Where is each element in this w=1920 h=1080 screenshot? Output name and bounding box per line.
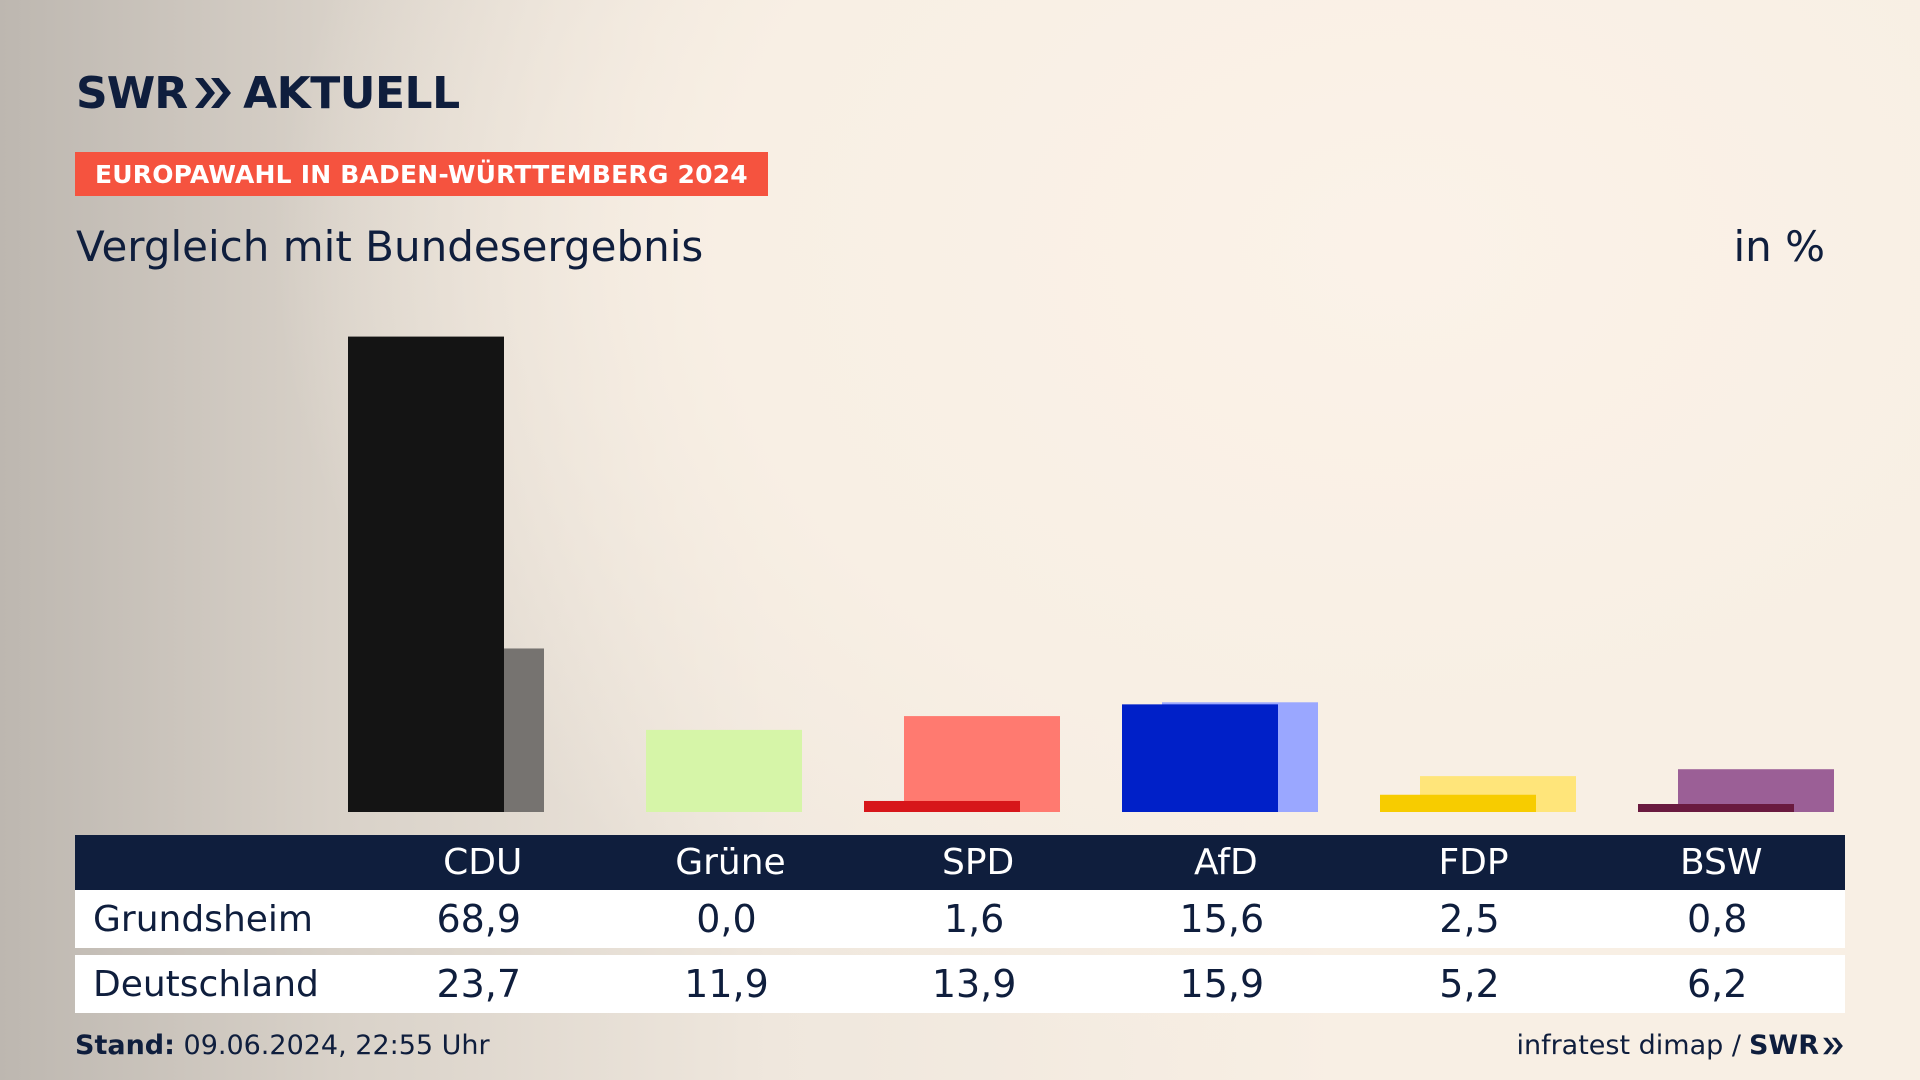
table-header: CDU Grüne SPD AfD FDP BSW (75, 835, 1845, 890)
swr-aktuell-logo: SWR AKTUELL (76, 67, 460, 119)
bar-grundsheim-afd (1122, 704, 1278, 812)
header-party: FDP (1438, 842, 1509, 883)
bar-grundsheim-bsw (1638, 804, 1794, 812)
header-party: SPD (942, 842, 1015, 883)
header-party: AfD (1193, 842, 1258, 883)
bar-grundsheim-spd (864, 800, 1020, 812)
bar-grundsheim-fdp (1380, 794, 1536, 812)
table-cell: 0,0 (696, 897, 757, 941)
table-row-deutschland: Deutschland 23,7 11,9 13,9 15,9 5,2 6,2 (75, 955, 1845, 1013)
row-label: Deutschland (93, 963, 319, 1005)
row-label: Grundsheim (93, 898, 313, 940)
source-credit: infratest dimap / SWR (1516, 1030, 1844, 1061)
table-cell: 6,2 (1686, 962, 1748, 1006)
election-badge: EUROPAWAHL IN BADEN-WÜRTTEMBERG 2024 (75, 152, 768, 196)
header-party: Grüne (675, 842, 786, 883)
table-cell: 2,5 (1439, 897, 1500, 941)
table-cell: 15,6 (1179, 897, 1265, 941)
header-party: CDU (443, 842, 523, 883)
logo-aktuell-text: AKTUELL (243, 67, 460, 119)
table-cell: 23,7 (436, 962, 522, 1006)
results-table: CDU Grüne SPD AfD FDP BSW Grundsheim 68,… (75, 835, 1845, 1013)
table-cell: 13,9 (931, 962, 1017, 1006)
stand-label: Stand: (75, 1030, 175, 1061)
source-text: infratest dimap / (1516, 1030, 1741, 1061)
double-chevron-icon (1823, 1037, 1843, 1054)
bar-deutschland-spd (904, 716, 1060, 812)
bar-chart (348, 336, 1834, 812)
chart-title: Vergleich mit Bundesergebnis (76, 222, 704, 271)
table-row-grundsheim: Grundsheim 68,9 0,0 1,6 15,6 2,5 0,8 (75, 890, 1845, 948)
table-cell: 11,9 (684, 962, 769, 1006)
table-cell: 15,9 (1179, 962, 1265, 1006)
swr-mini-logo: SWR (1749, 1030, 1844, 1061)
header-party: BSW (1679, 842, 1763, 883)
table-cell: 1,6 (943, 897, 1005, 941)
unit-label: in % (1733, 222, 1825, 271)
double-chevron-icon (193, 76, 233, 110)
header-spacer (75, 835, 359, 890)
mini-swr-text: SWR (1748, 1030, 1819, 1061)
timestamp: Stand: 09.06.2024, 22:55 Uhr (75, 1030, 490, 1061)
bar-deutschland-grüne (646, 729, 802, 812)
logo-swr-text: SWR (76, 67, 188, 119)
stand-value: 09.06.2024, 22:55 Uhr (183, 1030, 490, 1061)
bar-grundsheim-cdu (348, 336, 504, 812)
table-cell: 68,9 (436, 897, 522, 941)
table-cell: 5,2 (1439, 962, 1500, 1006)
table-cell: 0,8 (1686, 897, 1748, 941)
